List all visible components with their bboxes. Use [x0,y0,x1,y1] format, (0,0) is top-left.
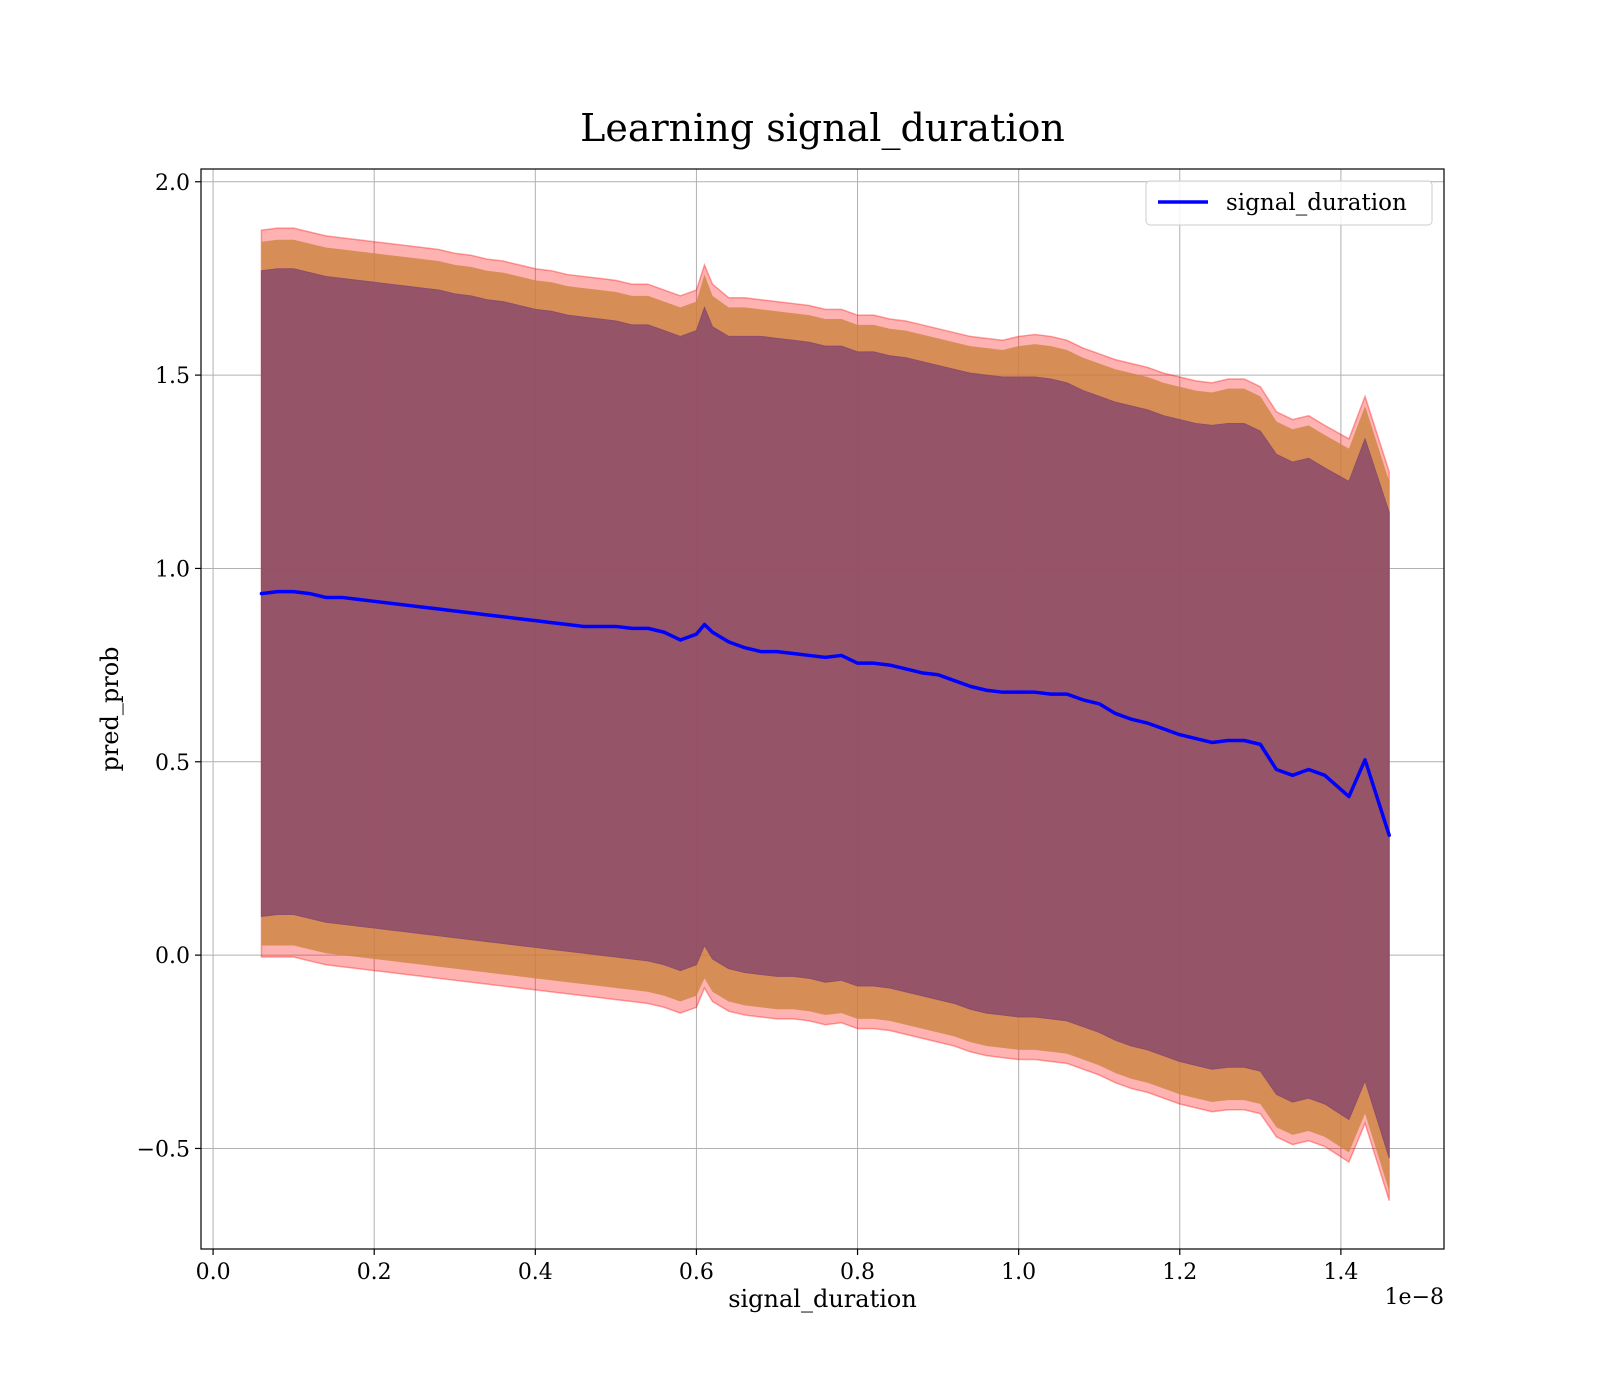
x-axis-label: signal_duration [728,1285,917,1313]
legend: signal_duration [1145,180,1433,226]
x-tick-label: 1.0 [1001,1260,1036,1285]
x-tick-label: 1.4 [1323,1260,1358,1285]
plot-frame [200,168,1445,1250]
x-tick-label: 0.0 [196,1260,231,1285]
tick-layer: 0.0 0.2 0.4 0.6 0.8 1.0 1.2 1.4 −0.5 0.0 0.5 1.0 1.5… [137,171,1359,1285]
band-layer [260,227,1390,1201]
chart-title: Learning signal_duration [580,106,1065,151]
x-tick-label: 0.8 [840,1260,875,1285]
legend-box [1145,180,1433,226]
inner-confidence-band [260,268,1390,1159]
series-line-signal-duration [259,589,1391,837]
x-tick-label: 0.2 [357,1260,392,1285]
y-tick-label: 2.0 [155,171,190,196]
x-tick-label: 0.4 [518,1260,553,1285]
x-tick-label: 1.2 [1162,1260,1197,1285]
legend-label: signal_duration [1226,190,1407,216]
line-layer [259,589,1391,837]
x-axis-offset-label: 1e−8 [1385,1285,1444,1310]
y-tick-label: 0.0 [155,944,190,969]
x-tick-label: 0.6 [679,1260,714,1285]
y-tick-label: −0.5 [137,1137,190,1162]
y-tick-label: 1.5 [155,364,190,389]
y-tick-label: 1.0 [155,557,190,582]
y-tick-label: 0.5 [155,751,190,776]
y-axis-label: pred_prob [96,646,124,771]
